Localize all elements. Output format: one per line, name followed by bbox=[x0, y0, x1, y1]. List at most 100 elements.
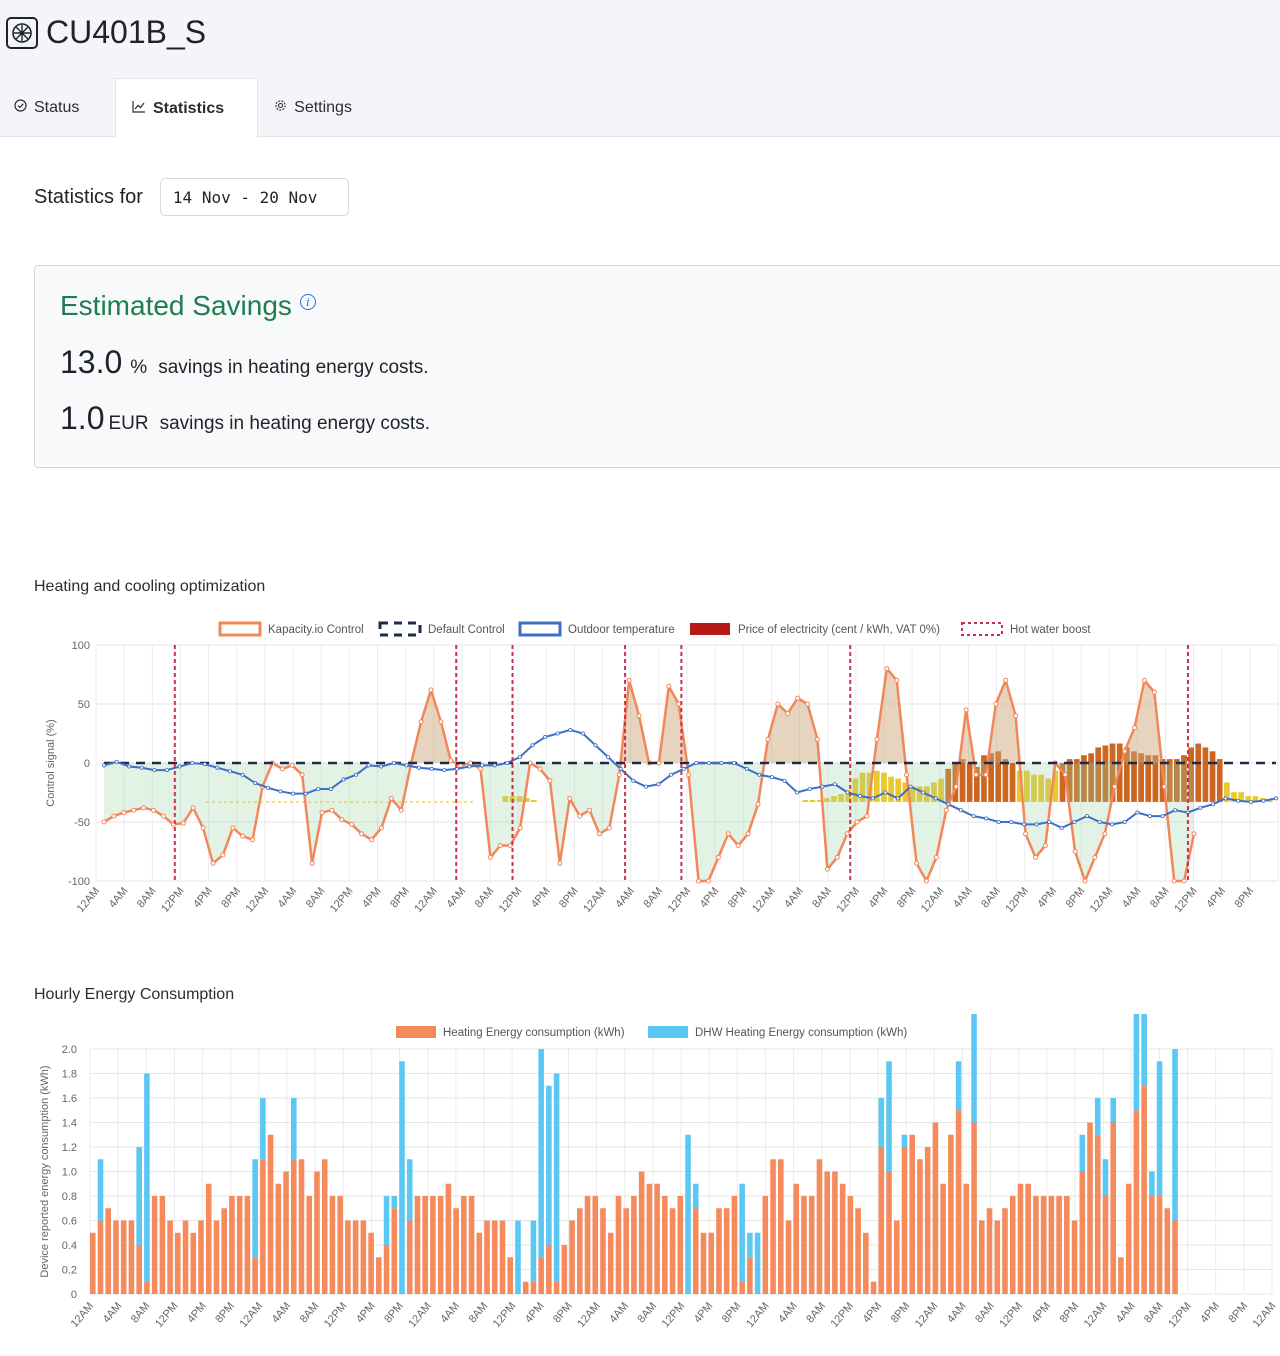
price-bar bbox=[988, 753, 994, 802]
x-tick-label: 8AM bbox=[1148, 885, 1172, 910]
kapacity-point bbox=[537, 766, 543, 772]
info-icon[interactable]: i bbox=[299, 294, 316, 310]
y-tick-label: 1.2 bbox=[62, 1142, 77, 1154]
price-bar bbox=[981, 755, 987, 802]
x-tick-label: 12PM bbox=[666, 885, 694, 915]
outdoor-point bbox=[744, 766, 749, 771]
x-tick-label: 4AM bbox=[270, 1300, 294, 1325]
price-bar bbox=[1166, 759, 1173, 802]
tab-statistics[interactable]: Statistics bbox=[115, 78, 259, 138]
legend-label: Price of electricity (cent / kWh, VAT 0%… bbox=[738, 624, 940, 636]
outdoor-point bbox=[669, 772, 674, 777]
tab-settings[interactable]: Settings bbox=[258, 78, 366, 137]
outdoor-point bbox=[492, 763, 497, 768]
price-bar bbox=[1016, 770, 1023, 802]
dhw-bar bbox=[399, 1061, 405, 1294]
tab-status[interactable]: Status bbox=[0, 78, 115, 137]
dhw-bar bbox=[1133, 1014, 1140, 1111]
heating-bar bbox=[1087, 1122, 1093, 1294]
x-tick-label: 4AM bbox=[107, 885, 131, 910]
dhw-bar bbox=[546, 1085, 552, 1245]
price-bar bbox=[1009, 763, 1016, 802]
kapacity-point bbox=[250, 837, 256, 843]
kapacity-point bbox=[230, 825, 236, 831]
dhw-bar bbox=[747, 1232, 753, 1258]
x-tick-label: 12AM bbox=[1251, 1300, 1279, 1330]
x-tick-label: 4PM bbox=[354, 1300, 378, 1325]
price-bar bbox=[1123, 747, 1130, 802]
heating-bar bbox=[144, 1281, 150, 1294]
x-tick-label: 12PM bbox=[322, 1300, 350, 1330]
heating-bar bbox=[113, 1220, 119, 1294]
x-tick-label: 12AM bbox=[913, 1300, 941, 1330]
kapacity-point bbox=[220, 852, 226, 858]
price-bar bbox=[931, 782, 937, 802]
x-tick-label: 12PM bbox=[834, 885, 862, 915]
x-tick-label: 4PM bbox=[861, 1300, 885, 1325]
legend-swatch bbox=[648, 1026, 688, 1038]
outdoor-point bbox=[228, 769, 233, 774]
heating-bar bbox=[97, 1220, 104, 1294]
heating-bar bbox=[422, 1196, 428, 1294]
heating-bar bbox=[1017, 1183, 1024, 1294]
outdoor-point bbox=[190, 760, 195, 765]
x-tick-label: 8AM bbox=[473, 885, 497, 910]
outdoor-point bbox=[706, 760, 711, 765]
outdoor-point bbox=[555, 731, 560, 736]
outdoor-point bbox=[1110, 822, 1115, 827]
y-tick-label: 2.0 bbox=[62, 1044, 77, 1056]
heating-bar bbox=[700, 1232, 707, 1294]
dhw-bar bbox=[1149, 1171, 1155, 1196]
heating-bar bbox=[824, 1171, 830, 1294]
heating-bar bbox=[221, 1208, 227, 1294]
kapacity-point bbox=[487, 854, 493, 860]
check-circle-icon bbox=[14, 98, 27, 117]
heating-bar bbox=[677, 1196, 684, 1294]
heating-bar bbox=[901, 1147, 908, 1294]
kapacity-point bbox=[686, 772, 692, 778]
eur-savings-unit: EUR bbox=[108, 413, 149, 434]
eur-savings-line: 1.0 EUR savings in heating energy costs. bbox=[60, 400, 430, 437]
kapacity-point bbox=[398, 807, 404, 813]
x-tick-label: 8PM bbox=[388, 885, 412, 910]
heating-bar bbox=[870, 1281, 877, 1294]
outdoor-point bbox=[832, 782, 837, 787]
kapacity-point bbox=[180, 820, 186, 826]
kapacity-point bbox=[517, 825, 523, 831]
outdoor-point bbox=[1021, 822, 1026, 827]
legend-label: Hot water boost bbox=[1010, 624, 1091, 636]
outdoor-point bbox=[1173, 808, 1178, 813]
outdoor-point bbox=[316, 786, 321, 791]
kapacity-point bbox=[309, 860, 315, 866]
heating-bar bbox=[175, 1232, 181, 1294]
outdoor-point bbox=[1198, 805, 1203, 810]
price-bar bbox=[1216, 759, 1223, 802]
price-bar bbox=[802, 799, 809, 802]
outdoor-point bbox=[480, 763, 485, 768]
kapacity-point bbox=[676, 701, 682, 707]
kapacity-point bbox=[448, 758, 454, 764]
heating-bar bbox=[731, 1196, 738, 1294]
dhw-bar bbox=[538, 1049, 544, 1258]
heating-bar bbox=[128, 1220, 135, 1294]
outdoor-point bbox=[606, 755, 611, 760]
heating-bar bbox=[1025, 1183, 1031, 1294]
heating-bar bbox=[662, 1196, 668, 1294]
kapacity-point bbox=[210, 860, 216, 866]
date-range-picker[interactable]: 14 Nov - 20 Nov bbox=[159, 178, 349, 216]
heating-bar bbox=[507, 1257, 514, 1294]
dhw-bar bbox=[1094, 1098, 1101, 1135]
hot-water-boost-lines bbox=[173, 645, 1189, 881]
x-tick-label: 4PM bbox=[1204, 885, 1228, 910]
heating-bar bbox=[337, 1196, 343, 1294]
outdoor-point bbox=[757, 772, 762, 777]
price-bar bbox=[1066, 759, 1073, 802]
x-tick-label: 12PM bbox=[153, 1300, 181, 1330]
heating-bar bbox=[1125, 1183, 1132, 1294]
legend-label: DHW Heating Energy consumption (kWh) bbox=[695, 1027, 907, 1039]
x-tick-label: 8PM bbox=[219, 885, 243, 910]
x-tick-label: 4AM bbox=[945, 1300, 969, 1325]
y-tick-label: -100 bbox=[68, 876, 90, 888]
heating-bar bbox=[260, 1159, 266, 1294]
price-bar bbox=[1073, 759, 1080, 802]
